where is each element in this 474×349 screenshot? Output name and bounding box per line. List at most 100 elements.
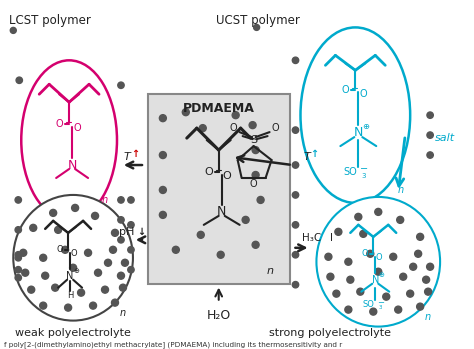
Circle shape [173, 246, 179, 253]
Circle shape [15, 267, 21, 273]
Circle shape [105, 259, 111, 266]
Text: O: O [342, 85, 349, 95]
Circle shape [347, 276, 354, 283]
Circle shape [118, 237, 124, 243]
Text: N: N [66, 271, 74, 281]
Text: O: O [230, 123, 237, 133]
Circle shape [159, 186, 166, 193]
Text: O: O [71, 249, 77, 258]
FancyBboxPatch shape [148, 94, 290, 284]
Circle shape [84, 249, 91, 256]
Circle shape [254, 24, 260, 30]
Text: LCST polymer: LCST polymer [9, 14, 91, 28]
Circle shape [128, 222, 134, 228]
Circle shape [121, 259, 128, 266]
Circle shape [217, 251, 224, 258]
Circle shape [30, 224, 36, 231]
Text: strong polyelectrolyte: strong polyelectrolyte [269, 328, 392, 337]
Circle shape [417, 233, 424, 240]
Text: S: S [250, 135, 257, 145]
Circle shape [375, 208, 382, 215]
Text: ↑: ↑ [131, 149, 139, 159]
Circle shape [94, 269, 101, 276]
Circle shape [252, 241, 259, 248]
Circle shape [345, 306, 352, 313]
Circle shape [159, 151, 166, 158]
Circle shape [390, 253, 397, 260]
Circle shape [15, 254, 21, 261]
Text: O: O [359, 89, 367, 99]
Circle shape [50, 209, 57, 216]
Text: PDMAEMA: PDMAEMA [183, 102, 255, 115]
Ellipse shape [13, 195, 133, 321]
Text: weak polyelectrolyte: weak polyelectrolyte [15, 328, 131, 337]
Circle shape [28, 286, 35, 293]
Text: 3: 3 [361, 173, 365, 179]
Circle shape [16, 77, 22, 83]
Text: N: N [67, 158, 77, 171]
Text: I: I [330, 233, 333, 243]
Text: 3: 3 [379, 305, 382, 310]
Text: SO: SO [362, 300, 374, 309]
Circle shape [118, 197, 124, 203]
Text: pH: pH [119, 227, 135, 237]
Circle shape [55, 227, 62, 233]
Circle shape [370, 308, 377, 315]
Circle shape [417, 303, 424, 310]
Circle shape [367, 250, 374, 257]
Circle shape [128, 197, 134, 203]
Circle shape [118, 217, 124, 223]
Circle shape [375, 268, 382, 275]
Circle shape [159, 211, 166, 218]
Text: O: O [376, 253, 383, 262]
Circle shape [427, 152, 433, 158]
Text: n: n [102, 195, 108, 205]
Circle shape [90, 302, 97, 309]
Text: −: − [360, 164, 368, 174]
Circle shape [109, 246, 117, 253]
Circle shape [257, 196, 264, 203]
Text: ↑: ↑ [310, 149, 319, 159]
Circle shape [415, 250, 422, 257]
Text: O: O [73, 123, 81, 133]
Circle shape [22, 269, 29, 276]
Circle shape [427, 132, 433, 138]
Circle shape [292, 222, 299, 228]
Text: O: O [272, 123, 279, 133]
Text: O: O [55, 119, 63, 129]
Circle shape [249, 122, 256, 129]
Circle shape [111, 299, 118, 306]
Circle shape [20, 249, 27, 256]
Circle shape [407, 290, 414, 297]
Circle shape [159, 115, 166, 122]
Circle shape [383, 293, 390, 300]
Text: ⊕: ⊕ [378, 272, 384, 278]
Text: n: n [425, 312, 431, 322]
Circle shape [252, 171, 259, 178]
Circle shape [64, 304, 72, 311]
Text: H₃C: H₃C [302, 233, 322, 243]
Circle shape [292, 162, 299, 168]
Circle shape [70, 264, 77, 271]
Circle shape [111, 229, 118, 236]
Circle shape [182, 109, 189, 116]
Circle shape [325, 253, 332, 260]
Circle shape [40, 254, 46, 261]
Text: ⊕: ⊕ [73, 268, 79, 274]
Text: O: O [250, 179, 257, 189]
Circle shape [357, 288, 364, 295]
Circle shape [128, 267, 134, 273]
Text: salt: salt [435, 133, 455, 143]
Circle shape [119, 284, 127, 291]
Circle shape [427, 112, 433, 118]
Circle shape [91, 213, 99, 220]
Text: T: T [303, 152, 310, 162]
Circle shape [292, 252, 299, 258]
Circle shape [360, 230, 367, 237]
Circle shape [423, 276, 429, 283]
Circle shape [62, 246, 69, 253]
Circle shape [355, 213, 362, 220]
Text: ↓: ↓ [137, 227, 145, 237]
Text: n: n [398, 185, 404, 195]
Circle shape [10, 28, 16, 34]
